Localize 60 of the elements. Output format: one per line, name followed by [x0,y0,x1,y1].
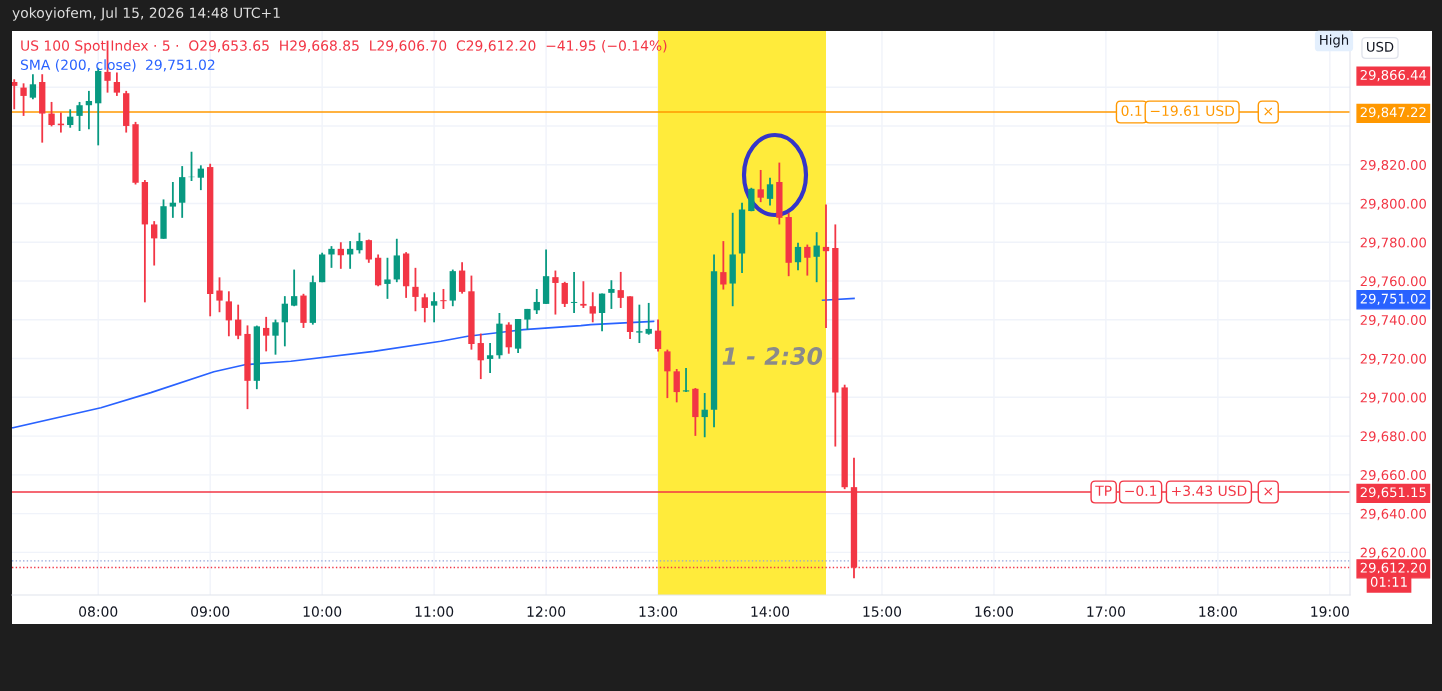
candlestick [412,266,419,313]
x-tick-label: 19:00 [1311,606,1349,617]
annotation: −19.61 USD [1150,105,1235,117]
candlestick [20,82,27,117]
y-tick-label: 29,740.00 [1360,315,1426,327]
y-tick-label: 29,700.00 [1360,392,1426,404]
candlestick [160,198,167,240]
candlestick [300,292,307,329]
y-tick-label: 29,760.00 [1360,276,1426,288]
y2-tick-label: 29,866.44 [1360,69,1427,82]
x-tick-label: 09:00 [191,606,230,617]
candlestick [356,231,363,255]
x-tick-label: 16:00 [975,606,1014,617]
y-tick-label: 29,640.00 [1360,508,1426,521]
annotation: 29,751.02 [146,59,215,72]
candlestick [48,101,55,128]
annotation: × [1264,487,1273,496]
y2-tick-label: 29,847.22 [1360,107,1426,119]
annotation: +3.43 USD [1172,485,1247,497]
chart-title: yokoyiofem, Jul 15, 2026 14:48 UTC+1 [12,7,280,21]
y-tick-label: 29,820.00 [1360,159,1426,172]
candlestick [524,308,531,331]
text: 01:11 [1370,576,1407,587]
candlestick [552,269,559,316]
candlestick [132,120,139,186]
candlestick [384,256,391,300]
annotation: −0.1 [1125,485,1157,497]
candlestick [468,274,475,351]
candlestick [580,280,587,309]
y-tick-label: 29,680.00 [1360,431,1426,443]
annotation: 0.1 [1121,105,1142,117]
y2-tick-label: 29,751.02 [1360,293,1426,305]
x-tick-label: 18:00 [1199,606,1237,617]
y-tick-label: 29,800.00 [1360,198,1426,211]
x-tick-label: 10:00 [303,606,342,617]
text: USD [1367,41,1394,52]
annotation: × [1264,107,1273,116]
y-tick-label: 29,660.00 [1360,470,1426,482]
annotation: High [1320,34,1349,48]
candlestick [496,312,503,360]
x-tick-label: 12:00 [527,606,566,617]
annotation: TP [1095,485,1112,496]
candlestick [216,276,223,314]
x-tick-label: 11:00 [415,606,454,617]
x-tick-label: 15:00 [863,606,902,617]
candlestick [244,324,251,411]
x-tick-label: 08:00 [79,606,118,617]
x-tick-label: 13:00 [639,606,678,617]
candlestick [272,318,279,356]
x-tick-label: 17:00 [1087,606,1125,617]
y2-tick-label: 29,651.15 [1360,487,1426,499]
x-tick-label: 14:00 [751,606,790,617]
y-tick-label: 29,780.00 [1360,237,1426,249]
candlestick [440,288,447,310]
y-tick-label: 29,620.00 [1360,547,1426,559]
candlestick [76,101,83,132]
candlestick [636,303,643,344]
y-tick-label: 29,720.00 [1360,353,1426,366]
y2-tick-label: 29,612.20 [1360,562,1426,575]
band-label: 1 - 2:30 [722,347,823,365]
